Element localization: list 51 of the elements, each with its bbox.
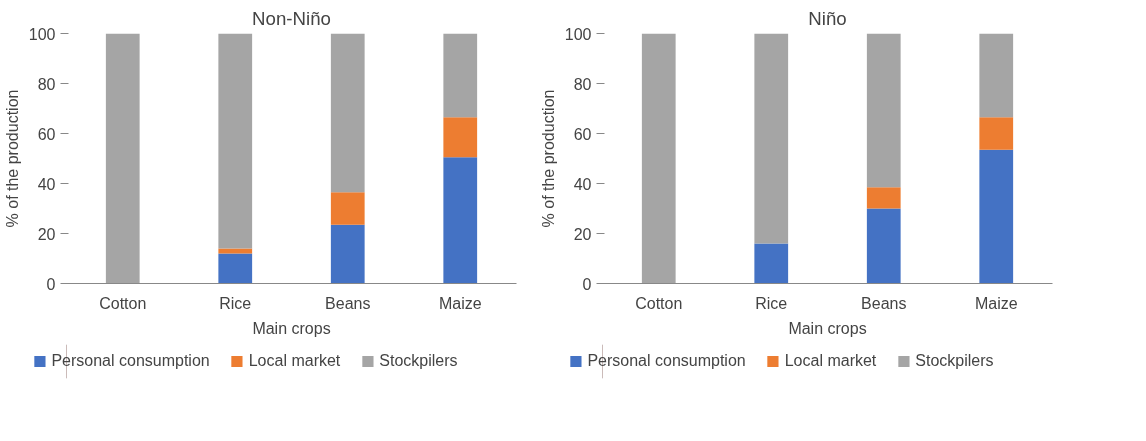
bar (105, 33, 140, 284)
bar (218, 248, 253, 254)
y-tick-label: 40 (573, 175, 592, 193)
legend-label: Local market (784, 352, 877, 370)
x-axis-title: Main crops (252, 319, 331, 337)
y-tick-label: 0 (582, 275, 592, 293)
bar (979, 149, 1014, 284)
bar (641, 33, 676, 284)
y-axis-title: % of the production (3, 89, 21, 228)
y-tick-label: 0 (46, 275, 56, 293)
legend-label: Personal consumption (587, 352, 746, 370)
chart-title: Non-Niño (252, 7, 331, 29)
x-tick-label: Rice (755, 294, 788, 312)
legend-label: Stockpilers (379, 352, 458, 370)
legend-label: Stockpilers (915, 352, 994, 370)
y-tick-label: 100 (28, 25, 56, 43)
chart-title: Niño (808, 7, 847, 29)
x-tick-label: Maize (438, 294, 482, 312)
bar (754, 243, 789, 284)
bar (866, 33, 901, 188)
bar (330, 33, 365, 193)
y-axis-title: % of the production (539, 89, 557, 228)
bar (866, 208, 901, 284)
bar (866, 187, 901, 209)
x-tick-label: Cotton (99, 294, 147, 312)
x-tick-label: Maize (974, 294, 1018, 312)
x-tick-label: Cotton (635, 294, 683, 312)
legend-label: Local market (248, 352, 341, 370)
bar (443, 157, 478, 284)
x-tick-label: Beans (325, 294, 371, 312)
bar (754, 33, 789, 244)
y-tick-label: 60 (37, 125, 56, 143)
bar (330, 224, 365, 284)
y-tick-label: 60 (573, 125, 592, 143)
bar (218, 33, 253, 249)
bar (979, 33, 1014, 118)
y-tick-label: 40 (37, 175, 56, 193)
x-tick-label: Beans (861, 294, 907, 312)
y-tick-label: 80 (573, 75, 592, 93)
y-tick-label: 100 (564, 25, 592, 43)
bar (218, 253, 253, 284)
x-tick-label: Rice (219, 294, 252, 312)
bar (443, 117, 478, 158)
bar (979, 117, 1014, 150)
y-tick-label: 20 (37, 225, 56, 243)
bar (330, 192, 365, 225)
x-axis-title: Main crops (788, 319, 867, 337)
y-tick-label: 80 (37, 75, 56, 93)
legend-label: Personal consumption (51, 352, 210, 370)
y-tick-label: 20 (573, 225, 592, 243)
bar (443, 33, 478, 118)
